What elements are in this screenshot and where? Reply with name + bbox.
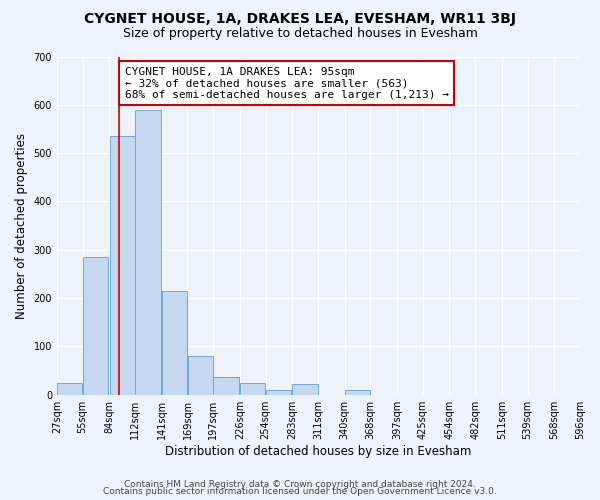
Bar — [292, 384, 318, 394]
Text: CYGNET HOUSE, 1A, DRAKES LEA, EVESHAM, WR11 3BJ: CYGNET HOUSE, 1A, DRAKES LEA, EVESHAM, W… — [84, 12, 516, 26]
X-axis label: Distribution of detached houses by size in Evesham: Distribution of detached houses by size … — [165, 444, 472, 458]
Bar — [57, 382, 82, 394]
Text: Contains HM Land Registry data © Crown copyright and database right 2024.: Contains HM Land Registry data © Crown c… — [124, 480, 476, 489]
Bar — [83, 257, 108, 394]
Bar — [266, 390, 291, 394]
Bar — [214, 377, 239, 394]
Bar — [240, 382, 265, 394]
Text: Contains public sector information licensed under the Open Government Licence v3: Contains public sector information licen… — [103, 487, 497, 496]
Bar — [162, 291, 187, 395]
Bar — [135, 110, 161, 395]
Bar — [345, 390, 370, 394]
Text: CYGNET HOUSE, 1A DRAKES LEA: 95sqm
← 32% of detached houses are smaller (563)
68: CYGNET HOUSE, 1A DRAKES LEA: 95sqm ← 32%… — [125, 66, 449, 100]
Y-axis label: Number of detached properties: Number of detached properties — [15, 132, 28, 318]
Bar — [188, 356, 213, 395]
Bar — [110, 136, 135, 394]
Text: Size of property relative to detached houses in Evesham: Size of property relative to detached ho… — [122, 28, 478, 40]
